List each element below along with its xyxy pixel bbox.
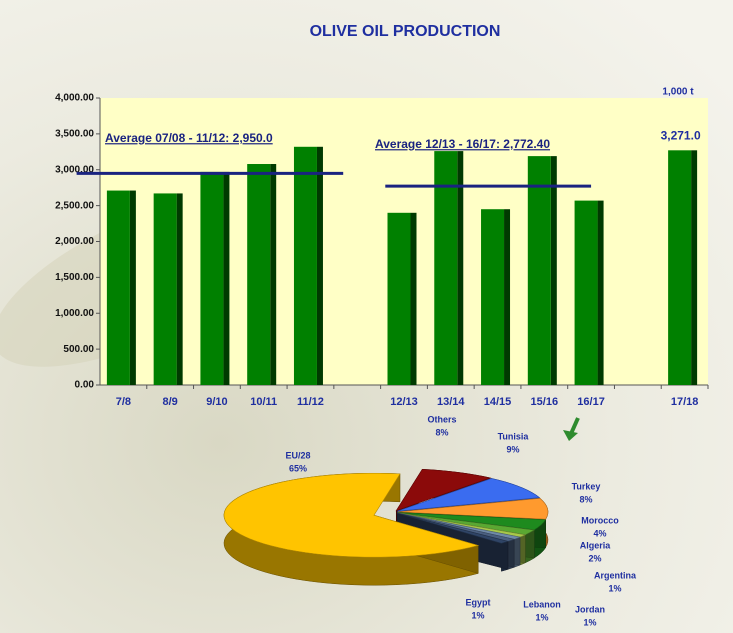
pie-label-name: Morocco xyxy=(581,515,619,525)
average-label: Average 07/08 - 11/12: 2,950.0 xyxy=(105,131,273,145)
bar-side xyxy=(223,172,229,385)
unit-label: 1,000 t xyxy=(662,87,694,98)
pie-label-name: Argentina xyxy=(594,570,637,580)
x-tick-label: 14/15 xyxy=(484,396,512,408)
pie-label-value: 1% xyxy=(583,617,596,627)
x-tick-label: 16/17 xyxy=(577,396,605,408)
y-tick-label: 1,000.00 xyxy=(55,308,94,319)
pie-label-value: 1% xyxy=(608,583,621,593)
pie-label-name: Tunisia xyxy=(498,431,530,441)
pie-label-value: 1% xyxy=(471,610,484,620)
bar xyxy=(107,191,130,385)
bar xyxy=(668,150,691,385)
chart: OLIVE OIL PRODUCTION 1,000 t 0.00 500.00 1… xyxy=(0,0,733,633)
x-tick-label: 8/9 xyxy=(163,396,178,408)
bar-side xyxy=(551,156,557,385)
bar-side xyxy=(410,213,416,385)
x-tick-label: 7/8 xyxy=(116,396,131,408)
pie-label-name: Jordan xyxy=(575,604,605,614)
bar xyxy=(528,156,551,385)
x-tick-label: 17/18 xyxy=(671,396,699,408)
x-tick-label: 15/16 xyxy=(531,396,559,408)
y-tick-label: 3,500.00 xyxy=(55,129,94,140)
bar xyxy=(154,193,177,385)
x-tick-label: 9/10 xyxy=(206,396,227,408)
pie-label-value: 1% xyxy=(535,612,548,622)
bar-side xyxy=(504,209,510,385)
pie-label-value: 8% xyxy=(435,427,448,437)
bar-side xyxy=(177,193,183,385)
bar-side xyxy=(270,164,276,385)
bar-side xyxy=(130,191,136,385)
pie-label-name: Egypt xyxy=(465,597,490,607)
pie-label-name: Lebanon xyxy=(523,599,561,609)
pie-label-name: Turkey xyxy=(572,481,601,491)
y-tick-label: 500.00 xyxy=(63,344,94,355)
data-label: 3,271.0 xyxy=(661,128,701,142)
bar xyxy=(247,164,270,385)
x-tick-label: 11/12 xyxy=(297,396,324,408)
y-tick-label: 2,000.00 xyxy=(55,236,94,247)
x-tick-label: 10/11 xyxy=(250,396,277,408)
x-tick-label: 12/13 xyxy=(390,396,418,408)
bar xyxy=(388,213,411,385)
pie-label-name: EU/28 xyxy=(285,450,310,460)
y-tick-label: 2,500.00 xyxy=(55,200,94,211)
y-tick-label: 0.00 xyxy=(75,380,95,391)
x-tick-label: 13/14 xyxy=(437,396,465,408)
pie-label-value: 9% xyxy=(506,444,519,454)
bar xyxy=(200,172,223,385)
bar xyxy=(294,147,317,385)
bar-side xyxy=(317,147,323,385)
y-tick-label: 1,500.00 xyxy=(55,272,94,283)
pie-label-value: 8% xyxy=(579,494,592,504)
chart-title: OLIVE OIL PRODUCTION xyxy=(310,23,501,40)
pie-label-value: 2% xyxy=(588,553,601,563)
bar-side xyxy=(691,150,697,385)
bar xyxy=(481,209,504,385)
pie-label-value: 4% xyxy=(593,528,606,538)
bar-side xyxy=(598,201,604,385)
pie-label-name: Others xyxy=(427,414,456,424)
y-tick-label: 4,000.00 xyxy=(55,93,94,104)
pie-label-value: 65% xyxy=(289,463,307,473)
pie-label-name: Algeria xyxy=(580,540,612,550)
bar xyxy=(575,201,598,385)
average-label: Average 12/13 - 16/17: 2,772.40 xyxy=(375,137,550,151)
